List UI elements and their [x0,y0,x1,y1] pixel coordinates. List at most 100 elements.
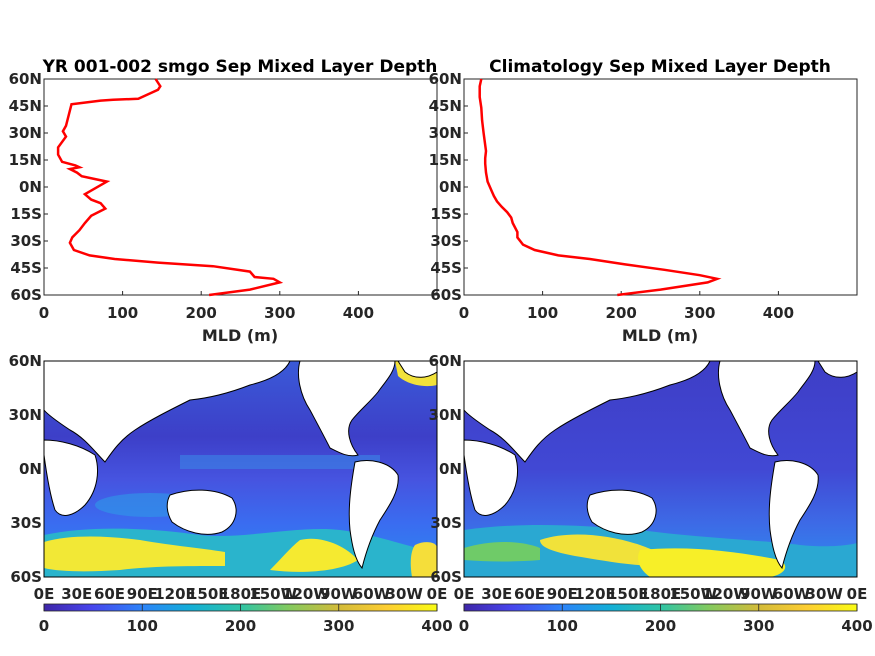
map-x-tick-label: 90E [127,585,158,603]
southern-yellow-left-b [270,538,358,572]
mld-map-right: 60S 30S 0N 30N 60N 0E 30E 60E 90E120E150E180E15… [429,352,873,635]
map-x-tick-label: 30W [806,585,844,603]
y-ticks-right: 60S 45S 30S 15S 0N 15N 30N 45N 60N [429,70,468,304]
map-x-tick-label: 60E [514,585,545,603]
x-tick-label: 0 [39,304,49,322]
y-tick-label: 30S [430,232,462,250]
x-tick-label: 300 [684,304,715,322]
map-y-tick-label: 30N [9,406,42,424]
plot-area-right [463,78,858,296]
colorbar-tick-label: 0 [459,617,469,635]
x-axis-label-left: MLD (m) [202,326,278,345]
map-y-tick-label: 0N [439,460,462,478]
colorbar-tick-label: 400 [421,617,452,635]
map-x-tick-label: 60W [773,585,811,603]
y-tick-label: 60N [9,70,42,88]
map-x-tick-label: 120W [702,585,750,603]
map-y-tick-label: 30S [430,514,462,532]
map-x-tick-label: 60W [353,585,391,603]
x-tick-label: 400 [343,304,374,322]
x-tick-label: 200 [186,304,217,322]
map-x-tick-label: 0E [427,585,448,603]
colorbar-tick-label: 0 [39,617,49,635]
land-right [464,361,857,570]
map-x-tick-label: 0E [454,585,475,603]
map-x-tick-label: 0E [847,585,868,603]
map-x-tick-label: 180E [220,585,262,603]
map-x-tick-label: 120E [154,585,196,603]
x-tick-label: 300 [264,304,295,322]
y-tick-label: 60S [10,286,42,304]
map-x-tick-label: 30E [481,585,512,603]
y-tick-label: 60S [430,286,462,304]
colorbar-tick-label: 200 [645,617,676,635]
mld-profile-line-right [478,78,722,297]
colorbar-tick-label: 300 [323,617,354,635]
southern-yellow-left-a [44,536,225,572]
y-tick-label: 45N [429,97,462,115]
x-tick-label: 0 [459,304,469,322]
colorbar-ticks-left: 0 100 200 300 400 [39,604,453,635]
map-x-tick-label: 120E [574,585,616,603]
southern-yellow-left-c [410,542,437,577]
map-x-tick-label: 150W [249,585,297,603]
map-y-tick-label: 60N [429,352,462,370]
southern-green-right [464,542,540,562]
y-tick-label: 30N [9,124,42,142]
colorbar-tick-label: 100 [547,617,578,635]
map-x-tick-label: 90W [320,585,358,603]
chart-title-right: Climatology Sep Mixed Layer Depth [489,57,831,77]
y-tick-label: 60N [429,70,462,88]
y-tick-label: 45S [10,259,42,277]
y-ticks-left: 60S 45S 30S 15S 0N 15N 30N 45N 60N [9,70,48,304]
x-ticks-right: 0 100 200 300 400 [459,291,794,322]
map-frame-right [463,360,858,578]
map-x-tick-label: 150E [187,585,229,603]
southern-yellow-right-a [540,534,664,566]
profile-chart-right: Climatology Sep Mixed Layer Depth 60S 45S… [429,57,858,345]
y-tick-label: 15N [9,151,42,169]
colorbar-tick-label: 200 [225,617,256,635]
map-x-tick-label: 0E [34,585,55,603]
map-x-tick-label: 30E [61,585,92,603]
equatorial-band-left [180,455,380,469]
map-x-tick-label: 150E [607,585,649,603]
colorbar-tick-label: 300 [743,617,774,635]
mld-profile-line-left [56,78,284,297]
map-x-ticks-left: 0E 30E 60E 90E120E150E180E150W120W90W60W30W… [34,585,448,603]
plot-area-left [43,78,438,296]
chart-title-left: YR 001-002 smgo Sep Mixed Layer Depth [42,57,438,77]
y-tick-label: 0N [19,178,42,196]
map-x-tick-label: 90E [547,585,578,603]
colorbar-tick-label: 400 [841,617,872,635]
map-x-tick-label: 150W [669,585,717,603]
mld-map-left: 60S 30S 0N 30N 60N 0E 30E 60E 90E120E150E180E15… [9,352,453,635]
map-y-tick-label: 60S [430,568,462,586]
colorbar-tick-label: 100 [127,617,158,635]
map-y-ticks-left: 60S 30S 0N 30N 60N [9,352,42,586]
map-frame-left [43,360,438,578]
map-x-tick-label: 30W [386,585,424,603]
x-tick-label: 400 [763,304,794,322]
x-tick-label: 100 [527,304,558,322]
y-tick-label: 15N [429,151,462,169]
colorbar-ticks-right: 0 100 200 300 400 [459,604,873,635]
y-tick-label: 45N [9,97,42,115]
map-x-tick-label: 90W [740,585,778,603]
map-x-tick-label: 120W [282,585,330,603]
map-x-ticks-right: 0E 30E 60E 90E120E150E180E150W120W90W60W30W… [454,585,868,603]
map-y-ticks-right: 60S 30S 0N 30N 60N [429,352,462,586]
x-tick-label: 100 [107,304,138,322]
southern-yellow-right-b [638,548,786,577]
x-axis-label-right: MLD (m) [622,326,698,345]
x-ticks-left: 0 100 200 300 400 [39,291,374,322]
y-tick-label: 30N [429,124,462,142]
map-y-tick-label: 60N [9,352,42,370]
land-left [44,361,437,570]
y-tick-label: 45S [430,259,462,277]
profile-chart-left: YR 001-002 smgo Sep Mixed Layer Depth 60… [9,57,438,345]
y-tick-label: 0N [439,178,462,196]
y-tick-label: 15S [10,205,42,223]
map-y-tick-label: 60S [10,568,42,586]
y-tick-label: 15S [430,205,462,223]
